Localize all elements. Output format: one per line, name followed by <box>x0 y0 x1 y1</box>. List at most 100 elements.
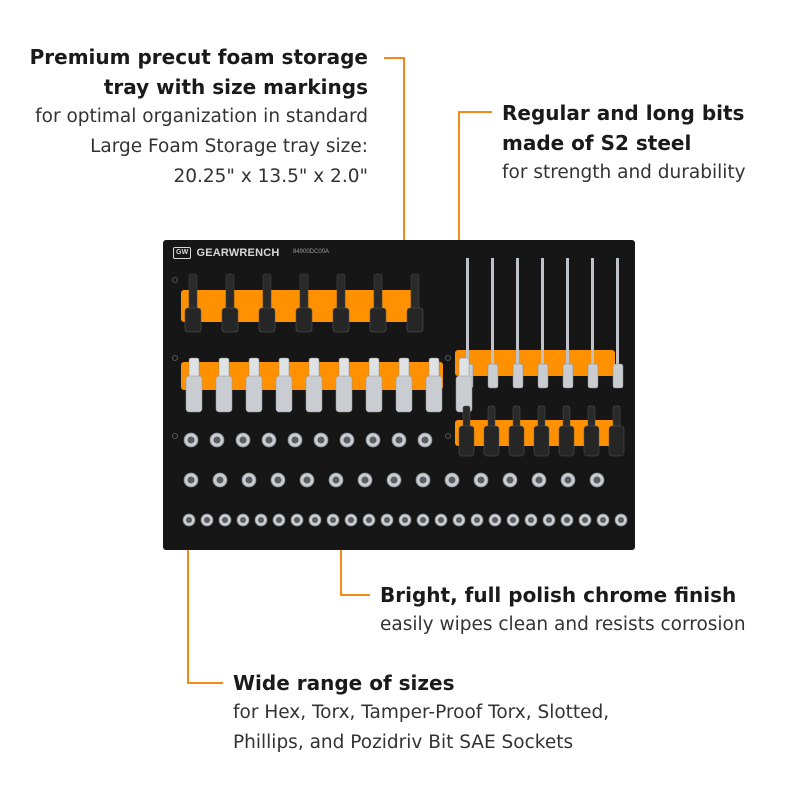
chrome-bit-socket-body <box>365 375 383 413</box>
tray-brand: GW GEARWRENCH <box>173 247 280 259</box>
hex-bit-socket <box>410 273 420 313</box>
chrome-socket-bore <box>535 476 543 484</box>
chrome-socket-bore <box>564 476 572 484</box>
chrome-socket-bore <box>294 517 300 523</box>
impact-bit-body <box>583 425 600 457</box>
hex-bit-socket <box>299 273 309 313</box>
hex-bit-socket-body <box>258 307 276 333</box>
leader-sizes-v <box>187 520 189 684</box>
chrome-socket-bore <box>510 517 516 523</box>
leader-chrome-h <box>340 594 370 596</box>
chrome-bit-socket-body <box>395 375 413 413</box>
foam-tray: GW GEARWRENCH 84900DC00A <box>163 240 635 550</box>
impact-bit-body <box>458 425 475 457</box>
chrome-socket-bore <box>421 436 429 444</box>
chrome-socket-bore <box>506 476 514 484</box>
chrome-bit-socket-body <box>275 375 293 413</box>
chrome-socket-bore <box>419 476 427 484</box>
chrome-socket-bore <box>448 476 456 484</box>
long-bit <box>491 258 494 368</box>
hex-bit-socket-body <box>369 307 387 333</box>
chrome-socket-bore <box>456 517 462 523</box>
impact-bit-body <box>608 425 625 457</box>
brand-logo: GW <box>173 247 192 259</box>
long-bit <box>566 258 569 368</box>
tray-hole <box>445 433 451 439</box>
callout-storage: Premium precut foam storage tray with si… <box>30 42 368 192</box>
impact-bit-body <box>483 425 500 457</box>
chrome-socket-bore <box>330 517 336 523</box>
chrome-bit-socket <box>308 357 320 379</box>
hex-bit-socket <box>373 273 383 313</box>
tray-tools-illustration <box>172 258 628 527</box>
chrome-socket-bore <box>213 436 221 444</box>
chrome-socket-bore <box>265 436 273 444</box>
long-bit-socket <box>612 363 624 389</box>
callout-storage-desc-2: Large Foam Storage tray size: <box>90 136 368 157</box>
chrome-socket-bore <box>245 476 253 484</box>
leader-storage-h <box>384 57 404 59</box>
chrome-socket-bore <box>343 436 351 444</box>
hex-bit-socket <box>336 273 346 313</box>
hex-bit-socket <box>225 273 235 313</box>
orange-insert-strip <box>181 290 413 322</box>
chrome-socket-bore <box>420 517 426 523</box>
impact-bit-body <box>533 425 550 457</box>
chrome-socket-bore <box>274 476 282 484</box>
chrome-socket-bore <box>332 476 340 484</box>
callout-chrome-heading: Bright, full polish chrome finish <box>380 583 737 607</box>
chrome-socket-bore <box>546 517 552 523</box>
callout-storage-desc-1: for optimal organization in standard <box>35 106 368 127</box>
leader-sizes-h <box>187 682 223 684</box>
hex-bit-socket-body <box>406 307 424 333</box>
callout-storage-heading-1: Premium precut foam storage <box>29 45 368 69</box>
chrome-socket-bore <box>369 436 377 444</box>
chrome-bit-socket-body <box>335 375 353 413</box>
chrome-socket-bore <box>187 436 195 444</box>
chrome-socket-bore <box>528 517 534 523</box>
chrome-bit-socket-body <box>425 375 443 413</box>
chrome-socket-bore <box>395 436 403 444</box>
hex-bit-socket-body <box>184 307 202 333</box>
chrome-bit-socket <box>428 357 440 379</box>
brand-name: GEARWRENCH <box>196 247 280 259</box>
chrome-socket-bore <box>317 436 325 444</box>
tray-hole <box>445 355 451 361</box>
callout-bits-heading-2: made of S2 steel <box>502 131 692 155</box>
chrome-socket-bore <box>258 517 264 523</box>
chrome-socket-bore <box>384 517 390 523</box>
chrome-socket-bore <box>361 476 369 484</box>
chrome-socket-bore <box>582 517 588 523</box>
callout-storage-heading-2: tray with size markings <box>103 75 368 99</box>
chrome-socket-bore <box>276 517 282 523</box>
chrome-bit-socket <box>188 357 200 379</box>
callout-sizes: Wide range of sizes for Hex, Torx, Tampe… <box>233 668 609 758</box>
chrome-bit-socket-body <box>185 375 203 413</box>
chrome-socket-bore <box>477 476 485 484</box>
callout-bits-heading-1: Regular and long bits <box>502 101 745 125</box>
callout-sizes-heading: Wide range of sizes <box>233 671 455 695</box>
hex-bit-socket <box>262 273 272 313</box>
chrome-socket-bore <box>216 476 224 484</box>
chrome-bit-socket-body <box>215 375 233 413</box>
chrome-socket-bore <box>240 517 246 523</box>
chrome-socket-bore <box>204 517 210 523</box>
long-bit-socket <box>537 363 549 389</box>
chrome-socket-bore <box>291 436 299 444</box>
chrome-socket-bore <box>390 476 398 484</box>
chrome-socket-bore <box>312 517 318 523</box>
long-bit-socket <box>487 363 499 389</box>
chrome-bit-socket <box>458 357 470 379</box>
chrome-socket-bore <box>348 517 354 523</box>
hex-bit-socket-body <box>295 307 313 333</box>
leader-bits-h <box>458 111 492 113</box>
long-bit-socket <box>512 363 524 389</box>
long-bit <box>541 258 544 368</box>
chrome-socket-bore <box>474 517 480 523</box>
hex-bit-socket <box>188 273 198 313</box>
callout-bits-desc-1: for strength and durability <box>502 162 746 183</box>
chrome-socket-bore <box>186 517 192 523</box>
long-bit <box>616 258 619 368</box>
chrome-socket-bore <box>366 517 372 523</box>
chrome-bit-socket <box>368 357 380 379</box>
